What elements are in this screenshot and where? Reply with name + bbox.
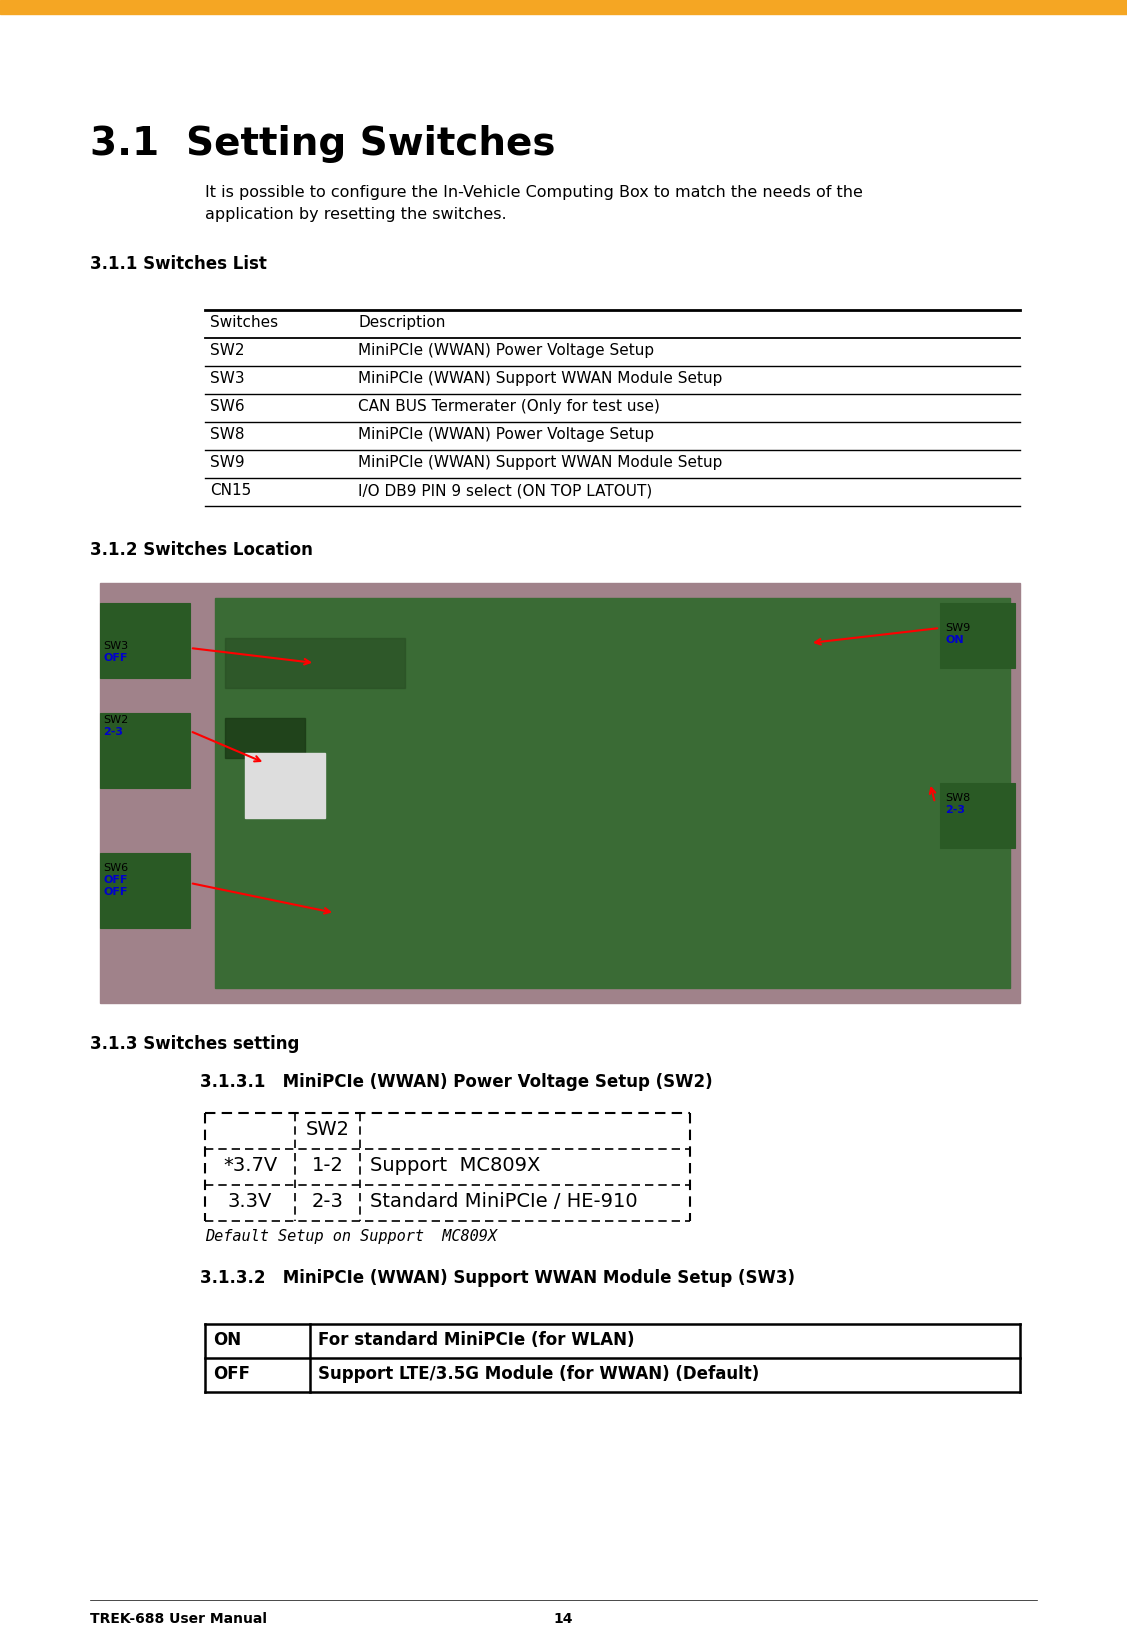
- Text: 3.3V: 3.3V: [228, 1193, 273, 1211]
- Text: Description: Description: [358, 315, 445, 330]
- Bar: [225, 639, 405, 687]
- Text: SW6: SW6: [103, 863, 128, 873]
- Text: 3.1.2 Switches Location: 3.1.2 Switches Location: [90, 541, 313, 559]
- Bar: [940, 783, 1015, 848]
- Bar: [245, 752, 325, 817]
- Text: ON: ON: [946, 635, 964, 645]
- Text: OFF: OFF: [103, 653, 127, 663]
- Text: *3.7V: *3.7V: [223, 1155, 277, 1175]
- Text: 3.1.3 Switches setting: 3.1.3 Switches setting: [90, 1035, 300, 1053]
- Bar: [225, 718, 305, 757]
- Text: OFF: OFF: [213, 1365, 250, 1383]
- Text: application by resetting the switches.: application by resetting the switches.: [205, 206, 507, 223]
- Text: SW8: SW8: [946, 793, 970, 803]
- Text: 3.1  Setting Switches: 3.1 Setting Switches: [90, 125, 556, 162]
- Text: MiniPCIe (WWAN) Power Voltage Setup: MiniPCIe (WWAN) Power Voltage Setup: [358, 343, 654, 358]
- Bar: [100, 603, 190, 678]
- Text: Standard MiniPCIe / HE-910: Standard MiniPCIe / HE-910: [370, 1193, 638, 1211]
- Text: 2-3: 2-3: [103, 726, 123, 738]
- Text: SW3: SW3: [210, 370, 245, 387]
- Text: 3.1.1 Switches List: 3.1.1 Switches List: [90, 255, 267, 273]
- Text: SW9: SW9: [210, 455, 245, 470]
- Text: 2-3: 2-3: [946, 804, 965, 816]
- Text: SW2: SW2: [103, 715, 128, 725]
- Text: SW3: SW3: [103, 640, 128, 652]
- Text: CAN BUS Termerater (Only for test use): CAN BUS Termerater (Only for test use): [358, 400, 660, 414]
- Text: ON: ON: [213, 1331, 241, 1349]
- Text: SW9: SW9: [946, 622, 970, 634]
- Text: For standard MiniPCIe (for WLAN): For standard MiniPCIe (for WLAN): [318, 1331, 635, 1349]
- Text: MiniPCIe (WWAN) Power Voltage Setup: MiniPCIe (WWAN) Power Voltage Setup: [358, 427, 654, 442]
- Text: 2-3: 2-3: [311, 1193, 344, 1211]
- Text: MiniPCIe (WWAN) Support WWAN Module Setup: MiniPCIe (WWAN) Support WWAN Module Setu…: [358, 455, 722, 470]
- Text: Default Setup on Support  MC809X: Default Setup on Support MC809X: [205, 1228, 497, 1245]
- Text: Support LTE/3.5G Module (for WWAN) (Default): Support LTE/3.5G Module (for WWAN) (Defa…: [318, 1365, 760, 1383]
- Text: SW2: SW2: [305, 1120, 349, 1139]
- Text: 3.1.3.2   MiniPCIe (WWAN) Support WWAN Module Setup (SW3): 3.1.3.2 MiniPCIe (WWAN) Support WWAN Mod…: [199, 1269, 795, 1287]
- Text: 3.1.3.1   MiniPCIe (WWAN) Power Voltage Setup (SW2): 3.1.3.1 MiniPCIe (WWAN) Power Voltage Se…: [199, 1072, 712, 1090]
- Text: TREK-688 User Manual: TREK-688 User Manual: [90, 1612, 267, 1625]
- Text: 14: 14: [553, 1612, 573, 1625]
- Bar: [0, 0, 1127, 15]
- Text: MiniPCIe (WWAN) Support WWAN Module Setup: MiniPCIe (WWAN) Support WWAN Module Setu…: [358, 370, 722, 387]
- Text: CN15: CN15: [210, 483, 251, 497]
- Text: OFF: OFF: [103, 887, 127, 897]
- Text: It is possible to configure the In-Vehicle Computing Box to match the needs of t: It is possible to configure the In-Vehic…: [205, 185, 863, 200]
- Text: SW8: SW8: [210, 427, 245, 442]
- Text: I/O DB9 PIN 9 select (ON TOP LATOUT): I/O DB9 PIN 9 select (ON TOP LATOUT): [358, 483, 653, 497]
- Text: 1-2: 1-2: [311, 1155, 344, 1175]
- Bar: [940, 603, 1015, 668]
- Text: OFF: OFF: [103, 874, 127, 886]
- Text: SW2: SW2: [210, 343, 245, 358]
- Bar: [100, 853, 190, 928]
- Text: Support  MC809X: Support MC809X: [370, 1155, 540, 1175]
- Text: Switches: Switches: [210, 315, 278, 330]
- Bar: [100, 583, 1020, 1003]
- Bar: [215, 598, 1010, 988]
- Bar: [100, 713, 190, 788]
- Text: SW6: SW6: [210, 400, 245, 414]
